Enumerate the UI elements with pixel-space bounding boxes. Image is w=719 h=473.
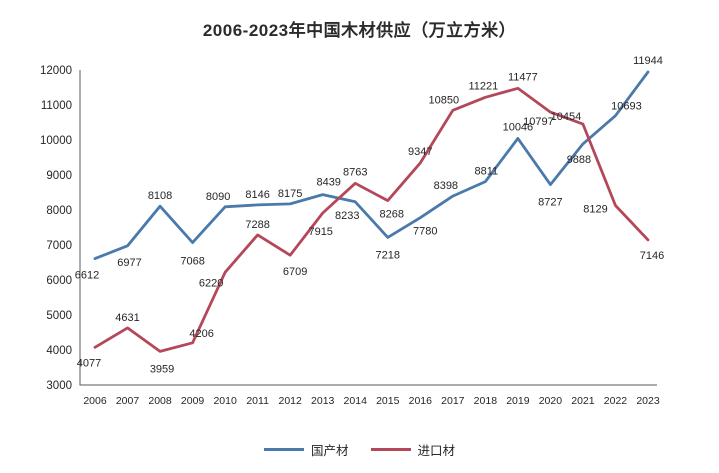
series-line-1 bbox=[93, 86, 650, 353]
x-tick-label: 2013 bbox=[311, 395, 335, 407]
imported-line-swatch bbox=[370, 448, 411, 451]
series-labels-1: 4077 4631 3959 4206 6220 7288 6709 7915 8763 8268… bbox=[77, 71, 664, 375]
data-label: 7218 bbox=[376, 249, 400, 261]
legend-label-imported: 进口材 bbox=[417, 444, 456, 458]
data-label: 8233 bbox=[335, 210, 359, 222]
data-label: 6220 bbox=[199, 277, 223, 289]
x-tick-label: 2010 bbox=[213, 395, 237, 407]
x-tick-label: 2007 bbox=[116, 395, 140, 407]
axis-lines bbox=[79, 70, 657, 386]
data-label: 7915 bbox=[308, 226, 332, 238]
data-label: 7288 bbox=[245, 219, 269, 231]
y-tick-label: 9000 bbox=[46, 170, 72, 182]
x-tick-label: 2006 bbox=[83, 395, 107, 407]
x-tick-label: 2021 bbox=[571, 395, 595, 407]
y-axis-labels: 3000 4000 5000 6000 7000 8000 9000 10000 11000 12… bbox=[40, 65, 72, 392]
domestic-line-swatch bbox=[263, 448, 304, 451]
legend-item-domestic: 国产材 bbox=[263, 440, 349, 459]
series-line-0 bbox=[93, 70, 650, 261]
y-tick-label: 6000 bbox=[46, 275, 72, 287]
data-label: 8763 bbox=[343, 166, 367, 178]
data-label: 10693 bbox=[611, 101, 642, 113]
x-tick-label: 2015 bbox=[376, 395, 400, 407]
data-label: 8175 bbox=[278, 188, 302, 200]
data-label: 8108 bbox=[148, 190, 172, 202]
y-tick-label: 11000 bbox=[41, 100, 72, 112]
data-label: 7068 bbox=[180, 256, 204, 268]
data-label: 7780 bbox=[413, 226, 437, 238]
data-label: 7146 bbox=[640, 250, 664, 262]
chart-title: 2006-2023年中国木材供应（万立方米） bbox=[202, 21, 517, 40]
data-label: 8090 bbox=[206, 191, 230, 203]
y-tick-label: 4000 bbox=[46, 345, 72, 357]
x-tick-label: 2014 bbox=[344, 395, 368, 407]
y-tick-label: 3000 bbox=[46, 380, 72, 392]
x-tick-label: 2016 bbox=[409, 395, 433, 407]
x-tick-label: 2023 bbox=[636, 395, 660, 407]
x-tick-label: 2009 bbox=[181, 395, 205, 407]
data-label: 9888 bbox=[567, 154, 591, 166]
data-label: 6977 bbox=[117, 257, 141, 269]
data-label: 8439 bbox=[316, 177, 340, 189]
x-tick-label: 2011 bbox=[246, 395, 269, 407]
x-tick-label: 2008 bbox=[148, 395, 172, 407]
legend: 国产材 进口材 bbox=[0, 440, 719, 459]
data-label: 8727 bbox=[538, 197, 562, 209]
x-tick-label: 2020 bbox=[539, 395, 563, 407]
data-label: 8129 bbox=[583, 203, 607, 215]
data-label: 6709 bbox=[283, 266, 307, 278]
data-label: 3959 bbox=[150, 363, 174, 375]
y-tick-label: 10000 bbox=[40, 135, 72, 147]
x-tick-label: 2022 bbox=[604, 395, 628, 407]
data-label: 10850 bbox=[429, 94, 460, 106]
x-tick-label: 2019 bbox=[506, 395, 530, 407]
y-tick-label: 5000 bbox=[46, 310, 72, 322]
legend-label-domestic: 国产材 bbox=[310, 444, 349, 458]
y-tick-label: 8000 bbox=[46, 205, 72, 217]
data-label: 8811 bbox=[475, 166, 499, 178]
data-label: 8146 bbox=[245, 189, 269, 201]
y-tick-label: 7000 bbox=[46, 240, 72, 252]
x-tick-label: 2017 bbox=[441, 395, 465, 407]
legend-item-imported: 进口材 bbox=[370, 440, 456, 459]
data-label: 11477 bbox=[508, 71, 538, 83]
data-label: 4631 bbox=[115, 312, 139, 324]
data-label: 4077 bbox=[77, 357, 101, 369]
data-label: 11221 bbox=[468, 80, 498, 92]
series-labels-0: 6612 6977 8108 7068 8090 8146 8175 8439 8233 7218… bbox=[75, 55, 663, 282]
x-axis-labels: 2006 2007 2008 2009 2010 2011 2012 2013 2014 2015… bbox=[83, 395, 660, 407]
data-label: 10046 bbox=[503, 121, 534, 133]
y-tick-label: 12000 bbox=[40, 65, 72, 77]
data-label: 4206 bbox=[189, 328, 213, 340]
data-label: 11944 bbox=[633, 55, 663, 67]
data-label: 10797 bbox=[523, 116, 554, 128]
data-label: 6612 bbox=[75, 270, 99, 282]
data-label: 8268 bbox=[380, 209, 404, 221]
x-tick-label: 2018 bbox=[474, 395, 498, 407]
data-label: 8398 bbox=[434, 180, 458, 192]
x-tick-label: 2012 bbox=[278, 395, 302, 407]
data-label: 10454 bbox=[551, 111, 582, 123]
data-label: 9347 bbox=[408, 146, 432, 158]
